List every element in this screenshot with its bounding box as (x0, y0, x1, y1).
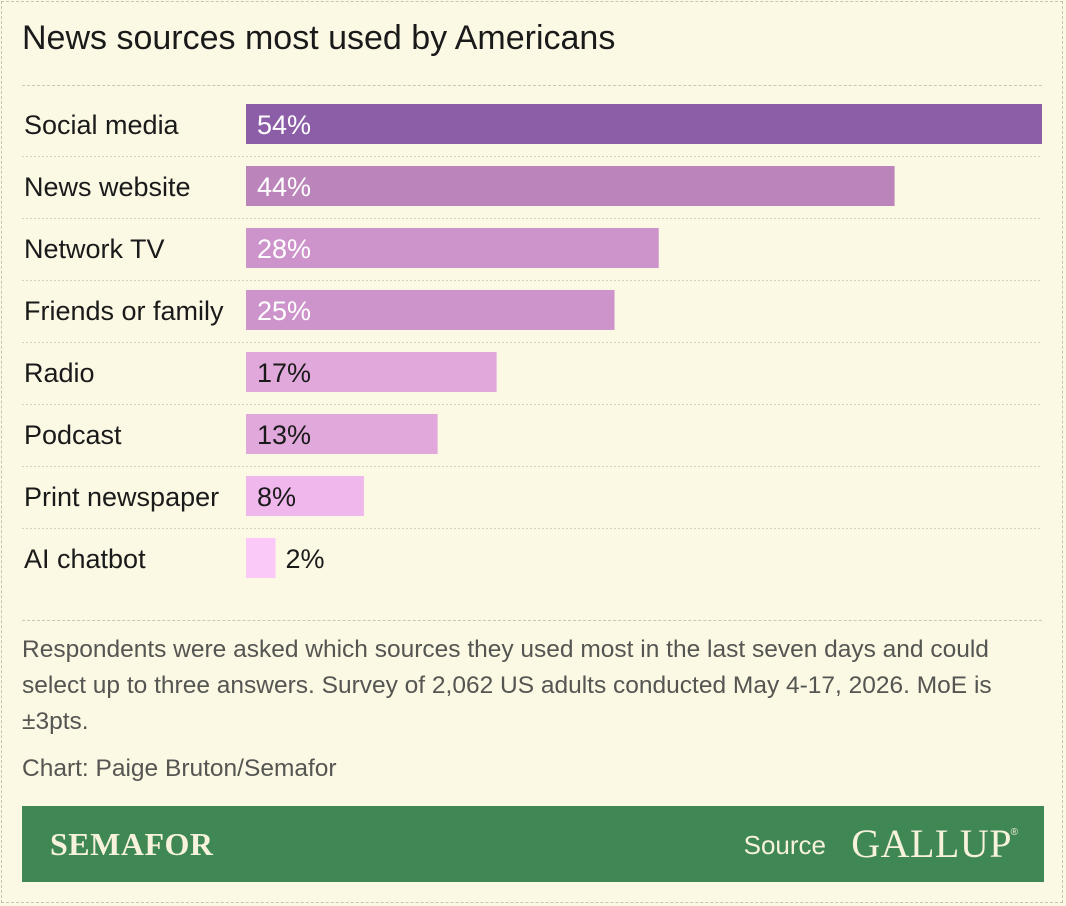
notes-divider (22, 620, 1042, 621)
bar (246, 476, 364, 516)
chart-credit: Chart: Paige Bruton/Semafor (22, 755, 337, 782)
data-label: 25% (257, 296, 311, 326)
chart-note: Respondents were asked which sources the… (22, 636, 992, 735)
bar (246, 166, 895, 206)
semafor-logo: SEMAFOR (50, 826, 214, 862)
data-label: 54% (257, 110, 311, 140)
bar (246, 538, 276, 578)
category-label: Print newspaper (24, 482, 219, 512)
data-label: 28% (257, 234, 311, 264)
bar (246, 228, 659, 268)
bar (246, 414, 438, 454)
data-label: 44% (257, 172, 311, 202)
category-label: News website (24, 172, 191, 202)
category-label: AI chatbot (24, 544, 146, 574)
category-label: Radio (24, 358, 95, 388)
title-divider (22, 85, 1042, 86)
gallup-logo: GALLUP (851, 821, 1012, 866)
data-label: 17% (257, 358, 311, 388)
category-label: Social media (24, 110, 180, 140)
data-label: 8% (257, 482, 296, 512)
bar (246, 290, 615, 330)
source-label: Source (743, 830, 826, 860)
category-label: Podcast (24, 420, 122, 450)
chart-title: News sources most used by Americans (22, 19, 616, 57)
data-label: 13% (257, 420, 311, 450)
category-label: Network TV (24, 234, 165, 264)
footer-bar: SEMAFOR Source GALLUP ® (22, 806, 1044, 882)
bar (246, 352, 497, 392)
category-label: Friends or family (24, 296, 224, 326)
bar-chart: Social media 54% News website 44% Network TV… (22, 104, 1042, 578)
registered-mark: ® (1010, 827, 1018, 838)
bar (246, 104, 1042, 144)
data-label: 2% (285, 544, 324, 574)
